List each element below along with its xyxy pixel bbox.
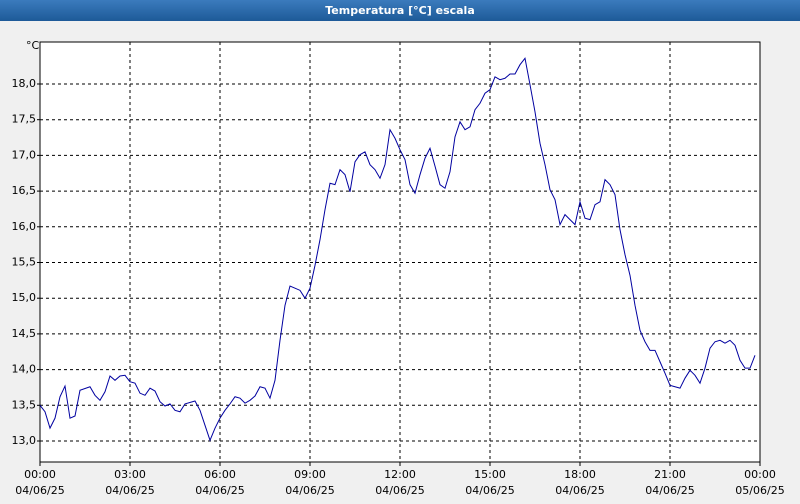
y-axis-unit: °C	[26, 39, 40, 52]
x-tick-label: 09:00	[294, 468, 326, 481]
chart-title: Temperatura [°C] escala	[325, 4, 475, 17]
y-tick-label: 13,0	[12, 434, 37, 447]
x-tick-date: 04/06/25	[375, 484, 424, 497]
y-tick-label: 14,0	[12, 363, 37, 376]
y-tick-label: 16,5	[12, 184, 37, 197]
x-tick-date: 04/06/25	[285, 484, 334, 497]
y-tick-label: 18,0	[12, 77, 37, 90]
x-tick-date: 04/06/25	[465, 484, 514, 497]
x-tick-label: 00:00	[744, 468, 776, 481]
data-line	[39, 57, 756, 442]
x-tick-label: 12:00	[384, 468, 416, 481]
plot-border	[39, 41, 761, 463]
x-tick-label: 00:00	[24, 468, 56, 481]
x-tick-label: 06:00	[204, 468, 236, 481]
x-tick-date: 04/06/25	[555, 484, 604, 497]
x-tick-label: 18:00	[564, 468, 596, 481]
title-bar	[0, 0, 800, 21]
y-tick-label: 15,5	[12, 255, 37, 268]
y-tick-label: 17,0	[12, 148, 37, 161]
x-tick-date: 04/06/25	[645, 484, 694, 497]
y-tick-label: 15,0	[12, 291, 37, 304]
x-tick-date: 05/06/25	[735, 484, 784, 497]
y-tick-label: 14,5	[12, 327, 37, 340]
y-tick-label: 13,5	[12, 398, 37, 411]
y-tick-label: 16,0	[12, 220, 37, 233]
x-tick-date: 04/06/25	[195, 484, 244, 497]
x-tick-label: 21:00	[654, 468, 686, 481]
x-tick-label: 15:00	[474, 468, 506, 481]
x-tick-date: 04/06/25	[105, 484, 154, 497]
x-tick-label: 03:00	[114, 468, 146, 481]
y-tick-label: 17,5	[12, 113, 37, 126]
x-tick-date: 04/06/25	[15, 484, 64, 497]
